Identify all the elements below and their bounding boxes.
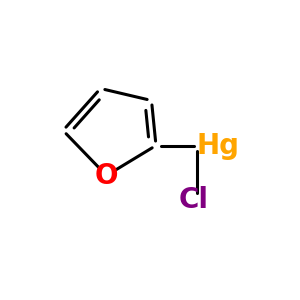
Text: Cl: Cl [178,185,208,214]
Text: O: O [95,161,118,190]
Text: Hg: Hg [196,131,239,160]
